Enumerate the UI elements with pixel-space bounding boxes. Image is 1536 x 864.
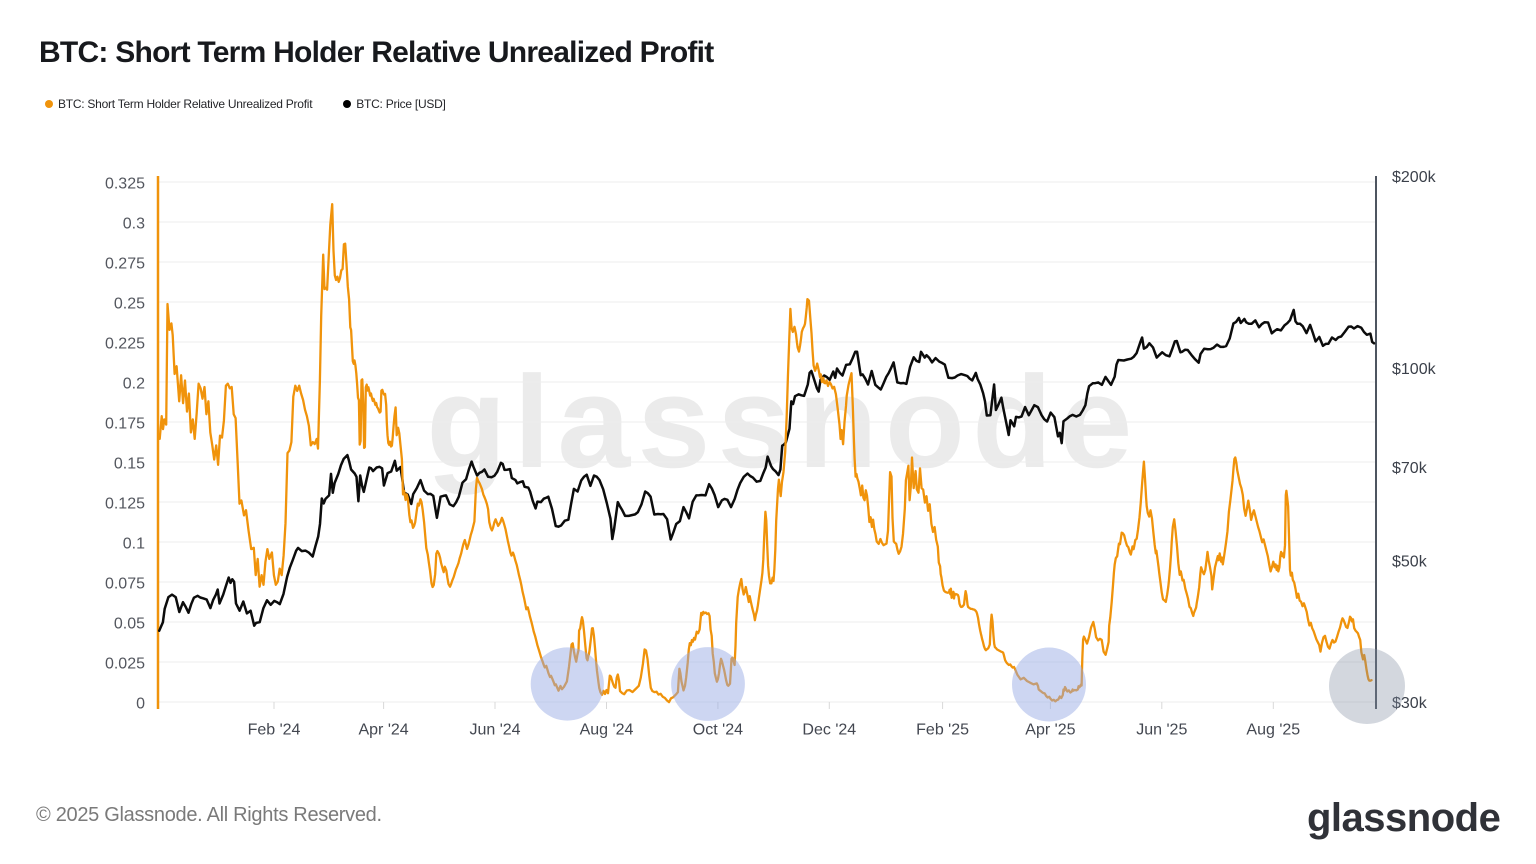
svg-text:0.15: 0.15 [114,456,145,473]
svg-text:$100k: $100k [1392,361,1437,378]
svg-text:0.025: 0.025 [105,656,145,673]
svg-text:Aug '25: Aug '25 [1246,722,1300,739]
svg-text:$50k: $50k [1392,553,1428,570]
svg-text:Oct '24: Oct '24 [693,722,743,739]
svg-text:$30k: $30k [1392,695,1428,712]
svg-text:Dec '24: Dec '24 [802,722,856,739]
svg-text:Feb '25: Feb '25 [916,722,969,739]
svg-text:0.175: 0.175 [105,416,145,433]
svg-text:0.075: 0.075 [105,576,145,593]
svg-text:Jun '24: Jun '24 [469,722,520,739]
svg-text:0.275: 0.275 [105,256,145,273]
svg-text:Aug '24: Aug '24 [580,722,634,739]
svg-text:0: 0 [136,696,145,713]
svg-text:0.25: 0.25 [114,296,145,313]
svg-text:Apr '25: Apr '25 [1025,722,1075,739]
svg-text:0.05: 0.05 [114,616,145,633]
svg-text:Jun '25: Jun '25 [1136,722,1187,739]
svg-text:0.225: 0.225 [105,336,145,353]
svg-text:0.1: 0.1 [123,536,145,553]
svg-text:0.3: 0.3 [123,216,145,233]
svg-text:$70k: $70k [1392,460,1428,477]
svg-text:0.325: 0.325 [105,176,145,193]
svg-text:0.125: 0.125 [105,496,145,513]
svg-text:Apr '24: Apr '24 [358,722,408,739]
svg-text:Feb '24: Feb '24 [248,722,301,739]
svg-text:0.2: 0.2 [123,376,145,393]
svg-text:$200k: $200k [1392,169,1437,186]
